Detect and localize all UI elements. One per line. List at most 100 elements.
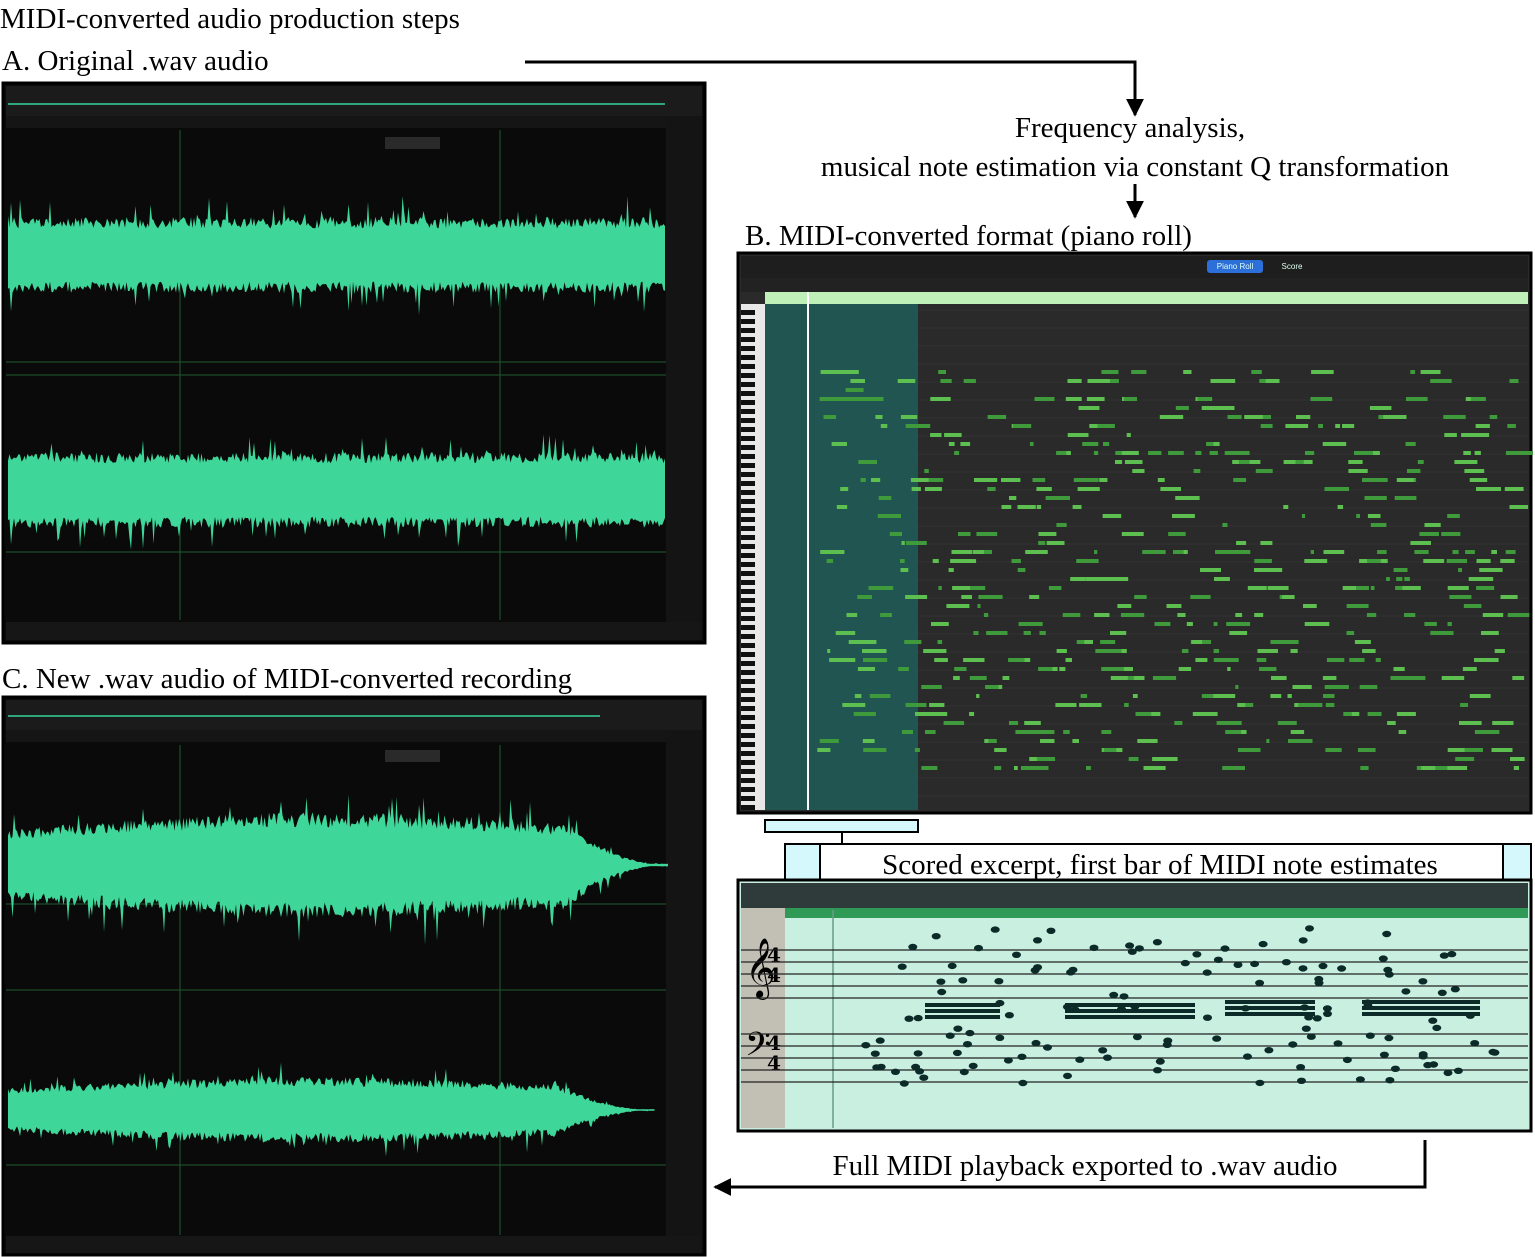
waveform [8,434,665,550]
midi-note [1386,577,1390,581]
note-head [1333,1040,1343,1047]
midi-note [1433,766,1455,770]
note-head [1418,978,1428,985]
piano-key [741,481,755,486]
midi-note [925,730,936,734]
midi-note [1447,514,1460,518]
midi-note [1378,415,1384,419]
midi-note [1302,460,1313,464]
midi-note [862,649,887,653]
piano-key [741,508,755,513]
arrow [713,1140,1427,1196]
note-head [974,944,983,952]
note-head [947,962,957,970]
note-head [994,978,1004,985]
midi-note [948,568,954,572]
note-head [968,1062,978,1070]
midi-note [1380,478,1388,482]
midi-note [1040,739,1055,743]
midi-note [1169,451,1184,455]
midi-note [1348,460,1363,464]
note-head [1450,986,1460,993]
midi-note [1492,721,1514,725]
midi-note [905,424,931,428]
step-text: musical note estimation via constant Q t… [821,151,1450,183]
piano-key [741,463,755,468]
beam [1225,1012,1315,1016]
note-head [1153,1067,1162,1074]
tab[interactable]: Score [1282,262,1303,271]
piano-key [741,427,755,432]
midi-note [1201,694,1221,698]
piano-key [741,697,755,702]
midi-note [1177,613,1186,617]
note-head [1312,1015,1322,1022]
note-head [1264,1047,1274,1054]
note-head [1255,1079,1265,1087]
tab[interactable]: Piano Roll [1217,262,1254,271]
midi-note [1500,559,1515,563]
midi-note [1304,559,1328,563]
midi-note [1270,694,1282,698]
midi-note [951,550,967,554]
piano-key [741,760,755,765]
midi-note [1290,649,1298,653]
midi-note [969,676,987,680]
midi-note [1304,622,1330,626]
note-head [1296,1064,1306,1071]
note-head [1075,1056,1085,1063]
midi-note [1505,550,1516,554]
note-head [1103,1054,1112,1061]
midi-note [1424,523,1441,527]
midi-note [1231,550,1251,554]
midi-note [1143,766,1166,770]
midi-note [1159,415,1184,419]
midi-note [1259,667,1277,671]
piano-key [741,733,755,738]
piano-key [741,499,755,504]
midi-note [880,613,891,617]
note-head [1323,1010,1332,1017]
midi-note [1505,451,1531,455]
midi-note [1097,424,1115,428]
midi-note [1065,397,1082,401]
note-head [1163,1037,1173,1044]
midi-note [1032,478,1046,482]
midi-note [1510,757,1525,761]
piano-key [741,337,755,342]
midi-note [1282,595,1295,599]
midi-note [1260,424,1273,428]
midi-note [835,631,856,635]
piano-key [741,778,755,783]
midi-note [1283,505,1289,509]
midi-note [1296,415,1311,419]
note-head [1119,993,1129,1000]
midi-note [1323,694,1335,698]
midi-note [987,487,996,491]
midi-note [1115,460,1123,464]
midi-note [1025,550,1048,554]
midi-note [848,640,871,644]
midi-note [1013,424,1032,428]
piano-key [741,787,755,792]
midi-note [1255,469,1273,473]
midi-note [905,595,928,599]
midi-note [1260,541,1273,545]
midi-note [1481,631,1499,635]
waveform-panel-c [1,695,707,1257]
midi-note [1410,541,1431,545]
midi-note [969,712,975,716]
svg-text:𝄞: 𝄞 [745,938,776,1000]
midi-note [1311,370,1334,374]
note-head [1213,956,1223,963]
midi-note [1404,676,1426,680]
midi-note [1460,703,1468,707]
midi-note [1108,379,1119,383]
midi-note [857,667,875,671]
piano-key [741,643,755,648]
midi-note [819,397,845,401]
midi-note [1211,442,1220,446]
midi-note [946,604,969,608]
piano-key [741,382,755,387]
midi-note [1065,658,1072,662]
